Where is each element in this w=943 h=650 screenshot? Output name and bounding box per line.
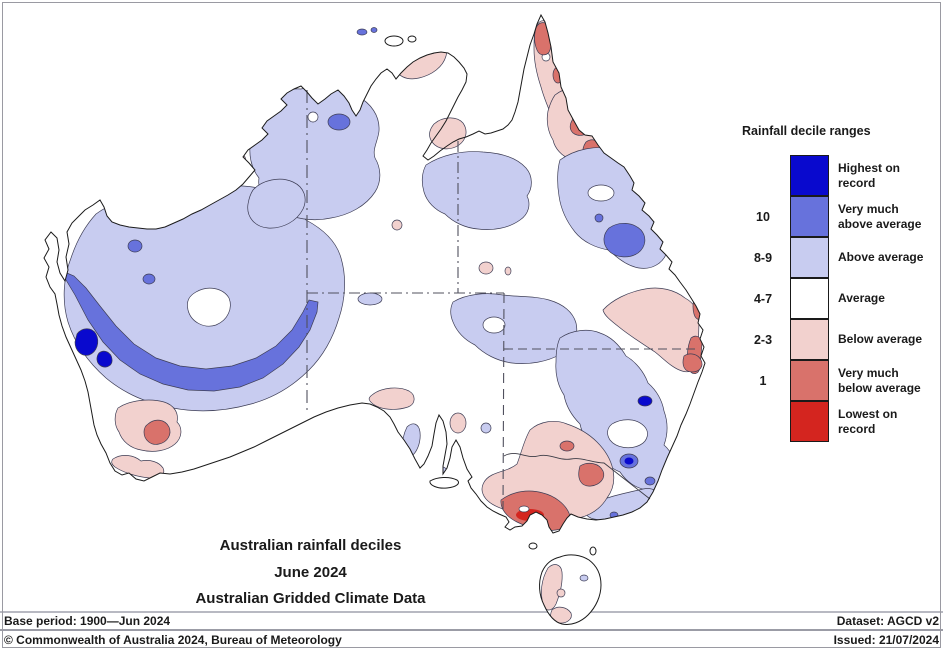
legend-decile-range: 10 [756,209,770,224]
region-kimberley-average-hole [307,111,319,123]
region-vic-very-much-below-1 [559,440,575,452]
legend-label: Highest on record [838,160,900,190]
legend-swatch-below-average [790,318,829,360]
legend: Rainfall decile ranges Highest on record… [736,124,941,442]
tasmania-coastline [539,554,602,625]
region-wa-nt-border-above-average [247,178,306,229]
region-sa-yorke-above-average [428,465,448,477]
flinders-island [589,546,597,556]
region-capeyork-mid-very-much-below [552,66,564,84]
legend-label: Above average [838,250,924,264]
map-subtitle-month: June 2024 [274,564,347,581]
legend-decile-range: 2-3 [753,332,773,347]
region-seqld-coast-very-much-below-1 [692,291,705,320]
region-central-nt-above-average [421,151,532,230]
region-nsw-highest-on-record [637,395,653,407]
tiwi-island-2 [407,35,417,43]
region-swwa-very-much-below [143,419,171,445]
region-tas-south-below-average [550,606,572,624]
region-sa-speck-below-average-2 [504,266,512,276]
kangaroo-island [429,477,460,489]
legend-label: Very much above average [838,201,922,231]
region-sa-speck-above-average [480,422,492,434]
region-nsw-average-hole [607,419,648,449]
legend-swatch-very-much-above-average [790,195,829,237]
region-tas-west-below-average [541,564,563,611]
legend-label: Average [838,291,885,305]
region-sa-port-augusta-below-average [449,412,467,434]
region-sa-speck-below-average-1 [478,261,494,275]
legend-label: Lowest on record [838,406,898,436]
region-wa-spot-very-much-above-1 [127,239,143,253]
region-sa-west-speck-above-average [357,292,383,306]
legend-item-highest-on-record: Highest on record [736,154,941,196]
region-wa-coast-highest-on-record [74,328,99,356]
region-wa-crescent-very-much-above [59,269,319,392]
copyright-text: © Commonwealth of Australia 2024, Bureau… [4,633,342,647]
legend-item-very-much-below-average: 1 Very much below average [736,359,941,401]
legend-swatch-very-much-below-average [790,359,829,401]
issued-date-text: Issued: 21/07/2024 [833,633,939,647]
border-nsw-vic-murray [503,453,651,500]
region-nsw-coast-highest-on-record [624,457,634,465]
region-nt-speck-below-average [391,219,403,231]
legend-decile-range: 8-9 [753,250,773,265]
legend-item-above-average: 8-9 Above average [736,236,941,278]
legend-decile-range: 1 [759,373,767,388]
legend-decile-range: 4-7 [753,291,773,306]
region-arnhem-islet-very-much-above-1 [356,28,368,36]
map-title: Australian rainfall deciles [219,537,402,554]
legend-item-below-average: 2-3 Below average [736,318,941,360]
region-vic-very-much-below-2 [578,462,605,487]
legend-title: Rainfall decile ranges [742,124,871,138]
region-vic-average-hole [518,505,530,513]
legend-item-lowest-on-record: Lowest on record [736,400,941,442]
legend-item-very-much-above-average: 10 Very much above average [736,195,941,237]
region-tas-speck-below-average [556,588,566,598]
region-gulf-mornington-below-average [429,117,467,150]
region-sa-north-eyre-below-average [368,387,415,410]
king-island [528,542,538,550]
region-gippsland-very-much-above-1 [644,476,656,486]
border-sa-east [502,292,505,511]
map-subtitle-dataset: Australian Gridded Climate Data [195,590,426,607]
region-wa-average-hole [187,287,231,327]
region-wa-coast-highest-on-record-2 [96,350,113,368]
region-central-qld-speck-very-much-above [594,213,604,223]
footer-separator-line-bottom [0,629,943,631]
region-nsw-north-coast-very-much-below [682,353,703,373]
legend-label: Below average [838,332,923,346]
region-kimberley-very-much-above [327,113,351,131]
region-wa-spot-very-much-above-2 [142,273,156,285]
legend-swatch-lowest-on-record [790,400,829,442]
region-tas-speck-above-average [579,574,589,582]
legend-swatch-above-average [790,236,829,278]
base-period-text: Base period: 1900—Jun 2024 [4,614,171,628]
dataset-text: Dataset: AGCD v2 [836,614,939,628]
australia-coastline [43,13,706,534]
region-central-qld-very-much-above [603,223,646,258]
legend-swatch-highest-on-record [790,154,829,196]
region-sa-nt-average-hole [482,316,506,334]
legend-swatch-average [790,277,829,319]
region-arnhem-islet-very-much-above-2 [370,27,378,33]
legend-label: Very much below average [838,365,921,395]
tiwi-island-1 [384,35,404,47]
legend-item-average: 4-7 Average [736,277,941,319]
region-derby-below-average [213,149,246,173]
region-central-qld-average-hole [587,184,615,202]
footer-separator-line-top [0,611,943,613]
